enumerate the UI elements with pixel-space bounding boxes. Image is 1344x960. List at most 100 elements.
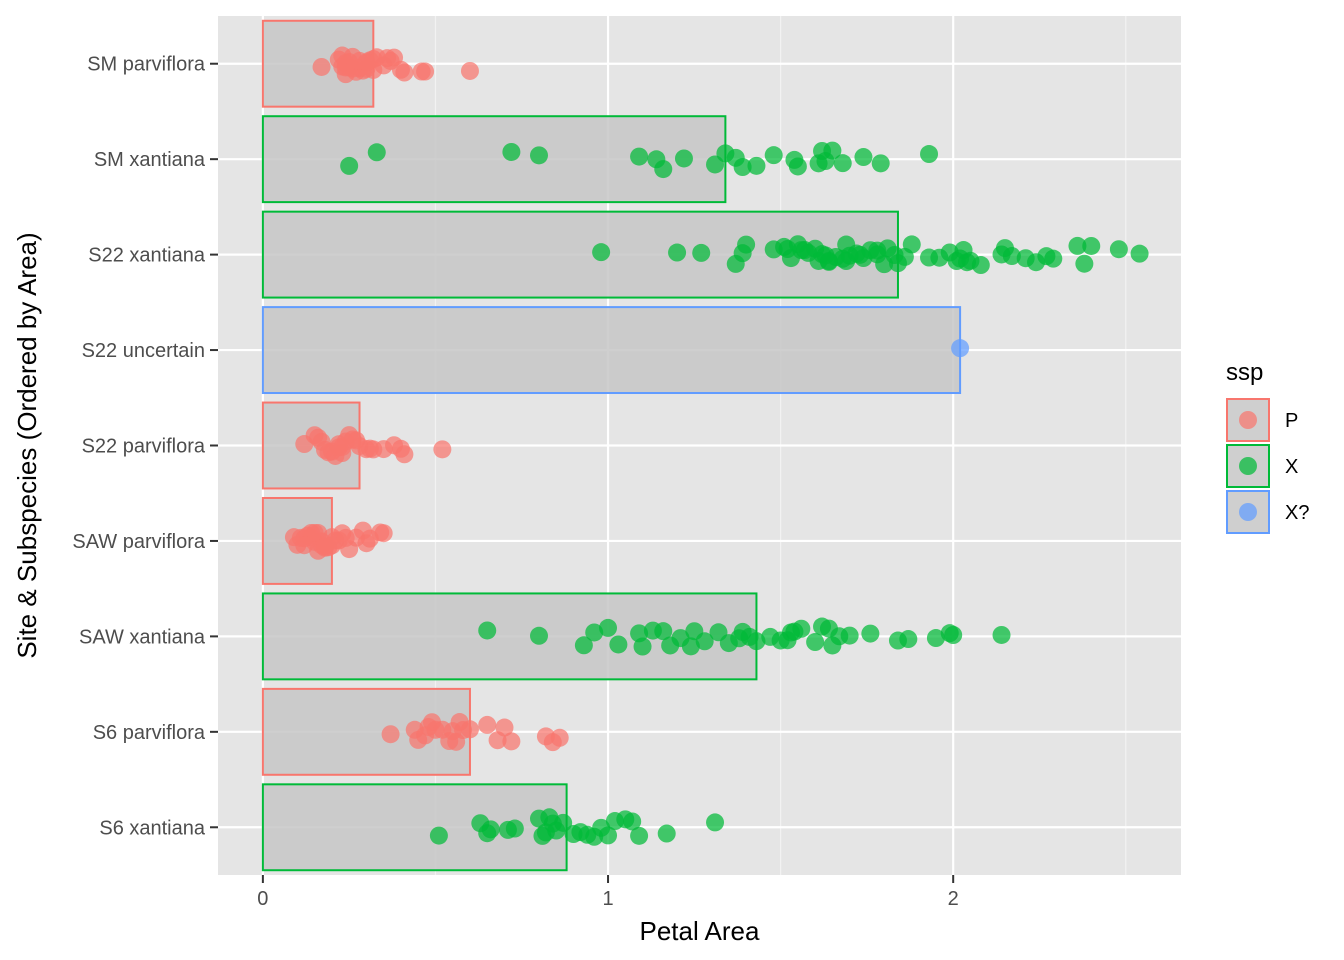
- x-tick-label: 0: [257, 888, 268, 910]
- data-point: [329, 435, 348, 454]
- data-point: [574, 636, 593, 655]
- data-point: [1068, 236, 1087, 255]
- data-point: [737, 235, 756, 254]
- data-point: [550, 728, 569, 747]
- data-point: [833, 154, 852, 173]
- data-point: [416, 62, 435, 81]
- data-point: [502, 142, 521, 161]
- data-point: [336, 528, 355, 547]
- data-point: [706, 813, 725, 832]
- data-point: [543, 814, 562, 833]
- data-point: [505, 819, 524, 838]
- x-tick-label: 1: [602, 888, 613, 910]
- data-point: [481, 820, 500, 839]
- data-point: [443, 722, 462, 741]
- data-point: [460, 720, 479, 739]
- data-point: [322, 536, 341, 555]
- data-point: [340, 53, 359, 72]
- legend-label: X: [1285, 456, 1298, 478]
- data-point: [585, 623, 604, 642]
- data-point: [692, 243, 711, 262]
- data-point: [661, 636, 680, 655]
- data-point: [374, 524, 393, 543]
- point-layer: [284, 46, 1149, 846]
- data-point: [654, 160, 673, 179]
- data-point: [309, 524, 328, 543]
- data-point: [395, 445, 414, 464]
- data-point: [668, 243, 687, 262]
- data-point: [578, 825, 597, 844]
- data-point: [340, 156, 359, 175]
- data-point: [416, 726, 435, 745]
- data-point: [871, 154, 890, 173]
- data-point: [343, 430, 362, 449]
- legend-label: P: [1285, 410, 1298, 432]
- data-point: [1075, 254, 1094, 273]
- data-point: [733, 158, 752, 177]
- data-point: [599, 618, 618, 637]
- data-point: [899, 630, 918, 649]
- data-point: [599, 826, 618, 845]
- y-tick-label: SAW xantiana: [79, 626, 206, 648]
- y-axis-title: Site & Subspecies (Ordered by Area): [12, 232, 42, 658]
- data-point: [971, 256, 990, 275]
- data-point: [861, 624, 880, 643]
- data-point: [309, 428, 328, 447]
- data-point: [695, 632, 714, 651]
- data-point: [623, 812, 642, 831]
- data-point: [951, 339, 970, 358]
- data-point: [1109, 240, 1128, 259]
- data-point: [381, 51, 400, 70]
- y-tick-label: S6 parviflora: [93, 722, 206, 744]
- y-tick-label: S6 xantiana: [99, 817, 206, 839]
- data-point: [823, 141, 842, 160]
- data-point: [747, 156, 766, 175]
- data-point: [674, 149, 693, 168]
- data-point: [433, 440, 452, 459]
- bar: [261, 306, 962, 395]
- data-point: [592, 243, 611, 262]
- data-point: [730, 629, 749, 648]
- data-point: [357, 440, 376, 459]
- data-point: [747, 632, 766, 651]
- data-point: [764, 146, 783, 165]
- y-tick-label: SM xantiana: [94, 149, 206, 171]
- x-tick-label: 2: [948, 888, 959, 910]
- legend-key-point: [1239, 457, 1257, 475]
- data-point: [478, 621, 497, 640]
- data-point: [958, 253, 976, 272]
- data-point: [920, 145, 939, 164]
- y-tick-label: SAW parviflora: [72, 531, 206, 553]
- legend: ssp P X X?: [1226, 359, 1309, 534]
- data-point: [1130, 244, 1149, 263]
- data-point: [1044, 249, 1063, 268]
- legend-key-point: [1239, 503, 1257, 521]
- data-point: [902, 235, 921, 254]
- data-point: [295, 536, 314, 555]
- data-point: [357, 53, 376, 72]
- data-point: [944, 625, 963, 644]
- y-tick-label: S22 xantiana: [88, 245, 206, 267]
- axis-layer: SM parviflora SM xantiana S22 xantiana S22 …: [72, 54, 958, 910]
- data-point: [633, 637, 652, 656]
- data-point: [312, 57, 331, 76]
- data-point: [837, 252, 856, 271]
- data-point: [395, 63, 414, 82]
- x-axis-title: Petal Area: [640, 916, 761, 946]
- data-point: [495, 718, 514, 737]
- data-point: [502, 732, 521, 751]
- data-point: [681, 637, 700, 656]
- data-point: [609, 635, 628, 654]
- data-point: [381, 725, 400, 744]
- data-point: [854, 148, 873, 167]
- data-point: [367, 143, 386, 162]
- data-point: [992, 625, 1011, 644]
- data-point: [654, 622, 673, 641]
- y-tick-label: SM parviflora: [87, 54, 206, 76]
- data-point: [530, 626, 548, 645]
- data-point: [478, 715, 497, 734]
- data-point: [781, 623, 800, 642]
- data-point: [657, 824, 676, 843]
